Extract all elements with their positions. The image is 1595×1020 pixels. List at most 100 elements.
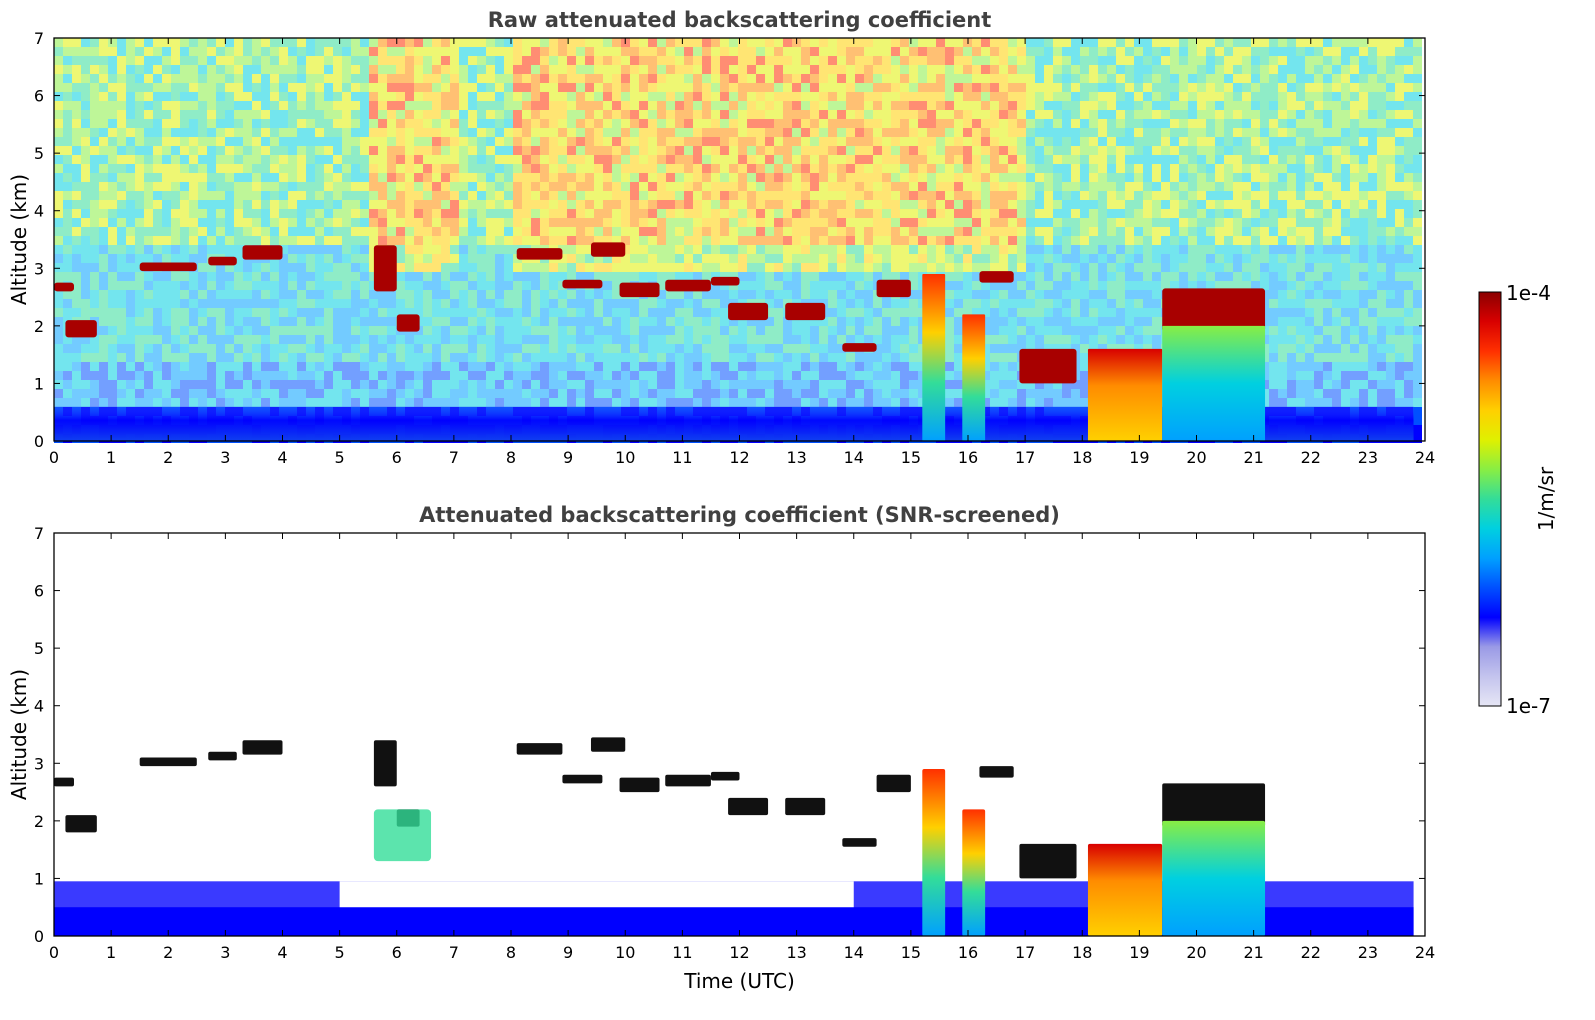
heatmap-cell	[954, 362, 963, 371]
heatmap-cell	[900, 200, 909, 209]
heatmap-cell	[288, 326, 297, 335]
heatmap-cell	[621, 218, 630, 227]
heatmap-cell	[1026, 299, 1035, 308]
heatmap-cell	[819, 101, 828, 110]
heatmap-cell	[828, 137, 837, 146]
heatmap-cell	[882, 272, 891, 281]
heatmap-cell	[387, 137, 396, 146]
heatmap-cell	[540, 218, 549, 227]
heatmap-cell	[864, 200, 873, 209]
heatmap-cell	[252, 272, 261, 281]
heatmap-cell	[585, 362, 594, 371]
heatmap-cell	[180, 326, 189, 335]
heatmap-cell	[54, 218, 63, 227]
heatmap-cell	[1044, 146, 1053, 155]
heatmap-cell	[585, 92, 594, 101]
heatmap-cell	[945, 344, 954, 353]
heatmap-cell	[414, 137, 423, 146]
heatmap-cell	[369, 236, 378, 245]
heatmap-cell	[756, 56, 765, 65]
heatmap-cell	[954, 299, 963, 308]
heatmap-cell	[981, 65, 990, 74]
heatmap-cell	[297, 209, 306, 218]
heatmap-cell	[675, 317, 684, 326]
heatmap-cell	[351, 389, 360, 398]
heatmap-cell	[729, 227, 738, 236]
heatmap-cell	[432, 353, 441, 362]
heatmap-cell	[162, 389, 171, 398]
heatmap-cell	[198, 38, 207, 47]
heatmap-cell	[108, 308, 117, 317]
heatmap-cell	[162, 65, 171, 74]
heatmap-cell	[981, 362, 990, 371]
heatmap-cell	[576, 173, 585, 182]
heatmap-cell	[522, 317, 531, 326]
heatmap-cell	[612, 200, 621, 209]
heatmap-cell	[81, 371, 90, 380]
heatmap-cell	[225, 344, 234, 353]
heatmap-cell	[666, 38, 675, 47]
heatmap-cell	[540, 335, 549, 344]
heatmap-cell	[261, 344, 270, 353]
heatmap-cell	[513, 101, 522, 110]
heatmap-cell	[450, 191, 459, 200]
heatmap-cell	[81, 272, 90, 281]
heatmap-cell	[594, 335, 603, 344]
heatmap-cell	[792, 317, 801, 326]
heatmap-cell	[288, 335, 297, 344]
heatmap-cell	[72, 245, 81, 254]
heatmap-cell	[639, 263, 648, 272]
heatmap-cell	[387, 101, 396, 110]
heatmap-cell	[891, 74, 900, 83]
heatmap-cell	[198, 344, 207, 353]
heatmap-cell	[1008, 128, 1017, 137]
heatmap-cell	[567, 308, 576, 317]
heatmap-cell	[774, 191, 783, 200]
heatmap-cell	[909, 272, 918, 281]
heatmap-cell	[531, 335, 540, 344]
heatmap-cell	[837, 335, 846, 344]
heatmap-cell	[945, 92, 954, 101]
heatmap-cell	[594, 263, 603, 272]
heatmap-cell	[189, 308, 198, 317]
heatmap-cell	[90, 119, 99, 128]
heatmap-cell	[144, 128, 153, 137]
heatmap-cell	[972, 272, 981, 281]
heatmap-cell	[666, 344, 675, 353]
heatmap-cell	[558, 353, 567, 362]
heatmap-cell	[963, 218, 972, 227]
heatmap-cell	[954, 272, 963, 281]
heatmap-cell	[864, 263, 873, 272]
heatmap-cell	[234, 308, 243, 317]
heatmap-cell	[81, 362, 90, 371]
heatmap-cell	[378, 227, 387, 236]
heatmap-cell	[720, 119, 729, 128]
heatmap-cell	[468, 164, 477, 173]
heatmap-cell	[540, 83, 549, 92]
heatmap-cell	[639, 317, 648, 326]
heatmap-cell	[387, 362, 396, 371]
heatmap-cell	[630, 335, 639, 344]
heatmap-cell	[540, 326, 549, 335]
heatmap-cell	[477, 218, 486, 227]
heatmap-cell	[531, 299, 540, 308]
heatmap-cell	[639, 137, 648, 146]
heatmap-cell	[522, 164, 531, 173]
heatmap-cell	[423, 254, 432, 263]
heatmap-cell	[558, 101, 567, 110]
heatmap-cell	[972, 209, 981, 218]
heatmap-cell	[828, 236, 837, 245]
heatmap-cell	[189, 380, 198, 389]
heatmap-cell	[693, 398, 702, 407]
heatmap-cell	[675, 38, 684, 47]
heatmap-cell	[198, 290, 207, 299]
heatmap-cell	[819, 191, 828, 200]
heatmap-cell	[657, 380, 666, 389]
heatmap-cell	[864, 38, 873, 47]
heatmap-cell	[657, 92, 666, 101]
heatmap-cell	[711, 47, 720, 56]
heatmap-cell	[846, 227, 855, 236]
heatmap-cell	[702, 254, 711, 263]
heatmap-cell	[882, 218, 891, 227]
heatmap-cell	[585, 56, 594, 65]
